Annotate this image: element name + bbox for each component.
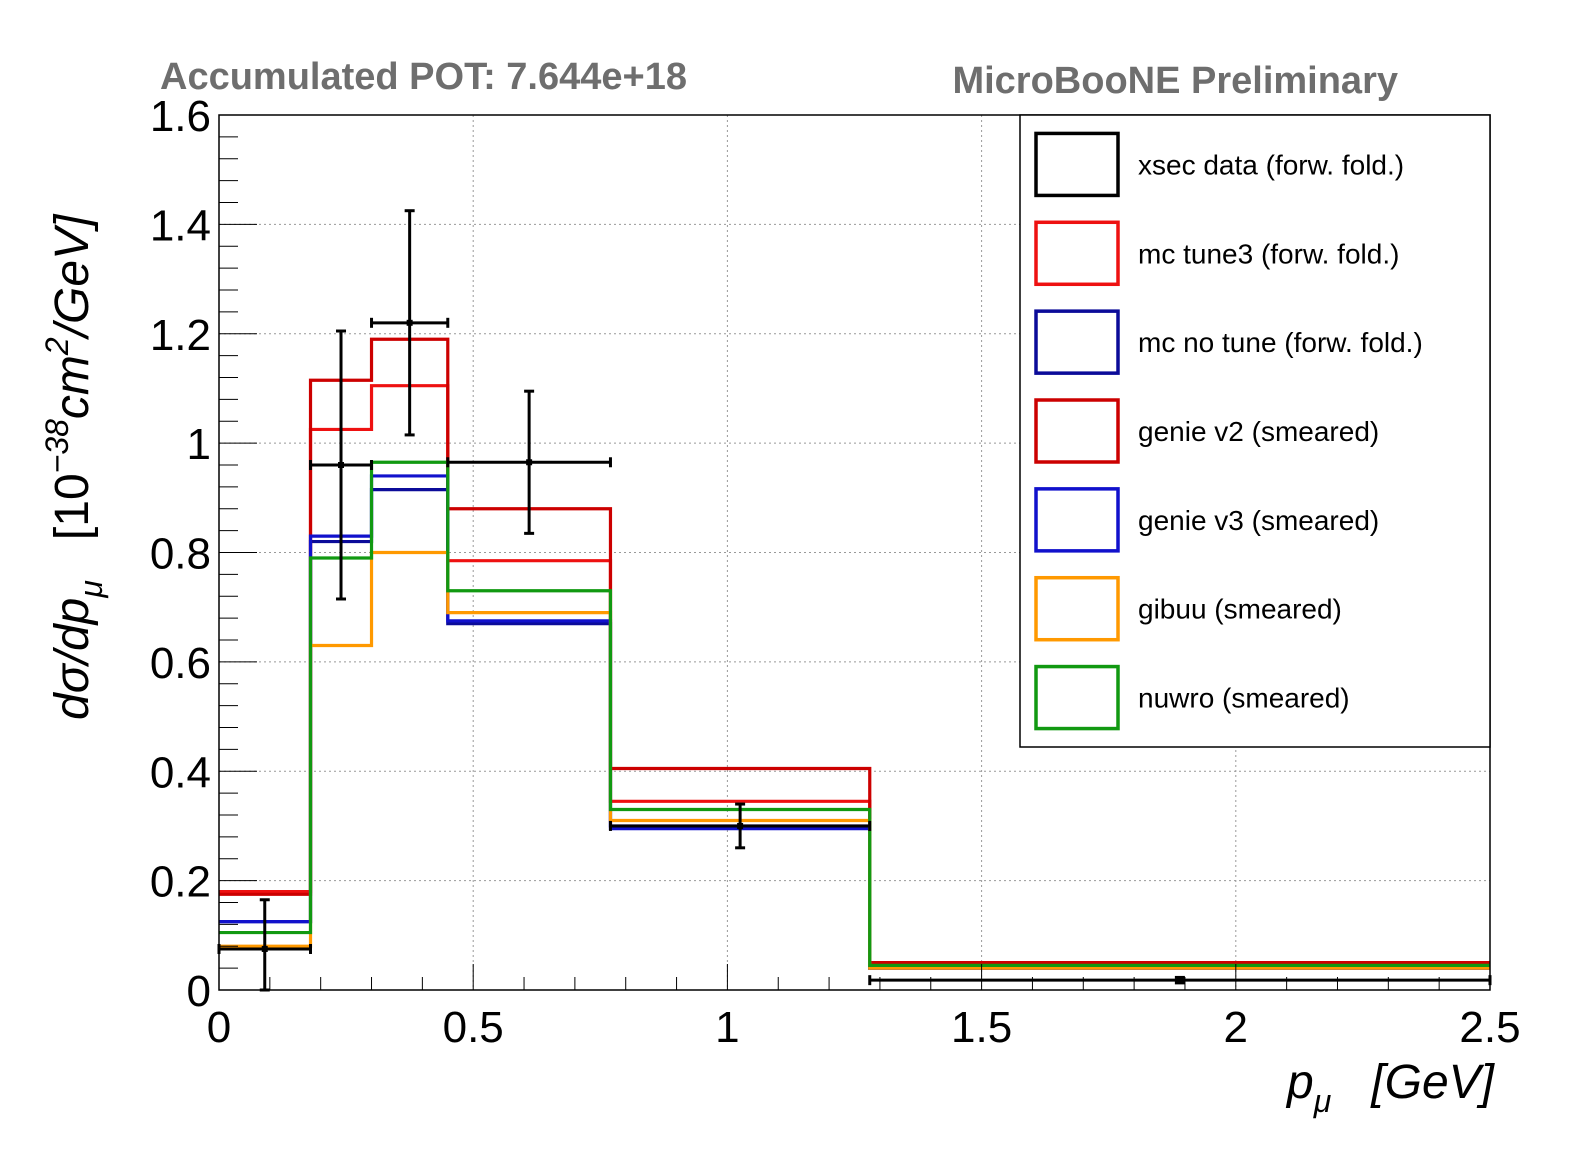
legend-swatch	[1034, 487, 1120, 553]
axis-ticks	[218, 114, 1491, 991]
y-axis-title-square: 2	[39, 337, 75, 356]
legend-swatch	[1034, 220, 1120, 287]
data-point-marker	[737, 822, 744, 829]
legend-swatch	[1034, 309, 1120, 375]
legend: xsec data (forw. fold.) mc tune3 (forw. f…	[1019, 114, 1491, 748]
legend-swatch	[1034, 575, 1120, 642]
data-point-marker	[1176, 977, 1183, 984]
legend-item: genie v2 (smeared)	[1034, 398, 1379, 464]
x-tick-label: 1	[715, 1003, 739, 1052]
y-tick-label: 0.6	[150, 639, 211, 688]
data-point-marker	[406, 319, 413, 326]
legend-label: mc tune3 (forw. fold.)	[1138, 238, 1399, 269]
y-tick-label: 1.4	[150, 201, 211, 250]
y-tick-label: 1	[187, 420, 211, 469]
x-axis-title-unit: [GeV]	[1331, 1056, 1495, 1109]
data-point-marker	[526, 459, 533, 466]
legend-item: genie v3 (smeared)	[1034, 487, 1379, 553]
legend-item: gibuu (smeared)	[1034, 575, 1342, 642]
x-axis-title-symbol: p	[1285, 1056, 1314, 1109]
y-tick-label: 1.2	[150, 311, 211, 360]
pot-label: Accumulated POT: 7.644e+18	[160, 56, 687, 98]
y-axis-title-unit-close: /GeV]	[46, 213, 99, 340]
series-line	[219, 460, 1490, 967]
y-tick-label: 0.4	[150, 748, 211, 797]
y-tick-label: 0.8	[150, 530, 211, 579]
data-point	[309, 329, 374, 601]
data-point	[446, 389, 612, 535]
y-tick-label: 0	[187, 967, 211, 1016]
x-tick-label: 0	[207, 1003, 231, 1052]
y-axis-title: dσ/dpμ [10−38cm2/GeV]	[39, 213, 109, 720]
x-axis-title-subscript: μ	[1313, 1083, 1332, 1119]
y-axis-title-subscript: μ	[73, 580, 109, 599]
data-point-marker	[338, 462, 345, 468]
legend-frame	[1019, 114, 1491, 748]
legend-item: mc tune3 (forw. fold.)	[1034, 220, 1399, 287]
legend-label: genie v2 (smeared)	[1138, 416, 1379, 447]
x-tick-label: 1.5	[951, 1003, 1012, 1052]
x-tick-label: 0.5	[443, 1003, 504, 1052]
legend-label: genie v3 (smeared)	[1138, 505, 1379, 536]
y-axis-title-symbol: dσ/dp	[46, 598, 99, 720]
legend-label: xsec data (forw. fold.)	[1138, 149, 1404, 180]
x-axis-title: pμ [GeV]	[1285, 1056, 1496, 1119]
data-point-marker	[261, 945, 268, 952]
legend-label: gibuu (smeared)	[1138, 594, 1342, 625]
y-axis-title-exponent: −38	[39, 419, 75, 473]
legend-item: nuwro (smeared)	[1034, 664, 1350, 731]
legend-label: mc no tune (forw. fold.)	[1138, 327, 1423, 358]
data-point	[868, 975, 1492, 986]
y-axis-title-unit-open: [10	[46, 473, 99, 580]
legend-swatch	[1034, 398, 1120, 464]
y-tick-label: 0.2	[150, 858, 211, 907]
legend-label: nuwro (smeared)	[1138, 683, 1350, 714]
y-tick-label: 1.6	[150, 92, 211, 141]
tick-labels: 0 0.5 1 1.5 2 2.5 0 0.2 0.4 0.6 0.8 1 1.2 1.4 1.6	[150, 92, 1521, 1052]
legend-item: xsec data (forw. fold.)	[1034, 131, 1404, 198]
data-point	[608, 802, 872, 850]
legend-item: mc no tune (forw. fold.)	[1034, 309, 1423, 375]
legend-swatch	[1034, 131, 1120, 198]
legend-swatch	[1034, 664, 1120, 731]
x-tick-label: 2	[1224, 1003, 1248, 1052]
y-axis-title-unit-cm: cm	[46, 355, 99, 419]
experiment-label: MicroBooNE Preliminary	[952, 60, 1398, 102]
data-point	[370, 209, 450, 437]
x-tick-label: 2.5	[1459, 1003, 1520, 1052]
